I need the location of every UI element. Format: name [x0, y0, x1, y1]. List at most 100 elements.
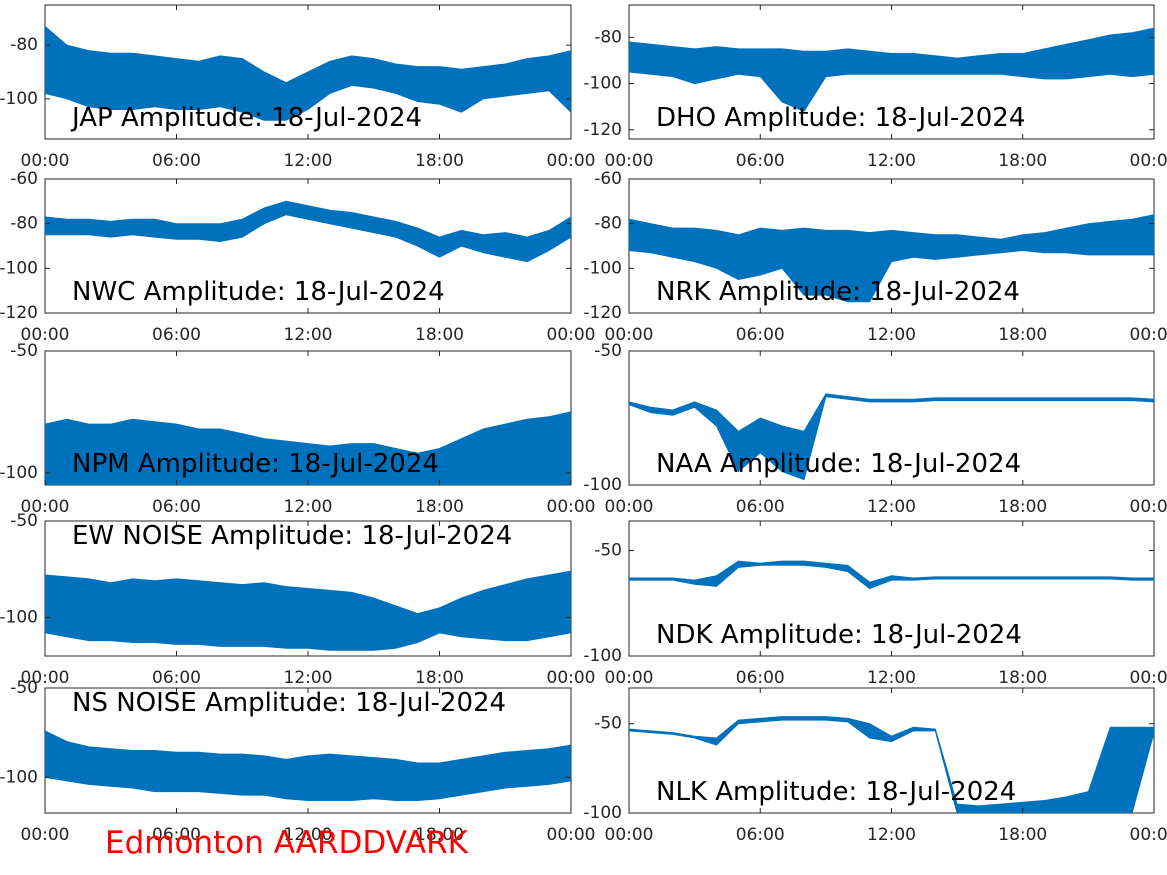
x-tick-label: 12:00: [284, 325, 333, 345]
x-tick-label: 18:00: [415, 825, 464, 845]
x-tick-label: 00:00: [21, 668, 70, 688]
x-tick-label: 06:00: [152, 325, 201, 345]
x-tick-label: 18:00: [998, 151, 1047, 171]
signal-band: [45, 200, 571, 263]
x-tick-label: 00:00: [21, 825, 70, 845]
x-tick-label: 00:00: [21, 151, 70, 171]
y-tick-label: -100: [0, 463, 38, 483]
y-tick-label: -100: [583, 475, 622, 495]
x-tick-label: 00:00: [547, 497, 596, 517]
x-tick-label: 06:00: [736, 151, 785, 171]
x-tick-label: 00:00: [547, 825, 596, 845]
subplot: 00:00 06:00 12:00 18:00 00:00 -100 -50 NS NOISE…: [0, 678, 596, 845]
y-tick-label: -100: [583, 74, 622, 94]
x-tick-label: 00:00: [605, 825, 654, 845]
x-tick-label: 00:00: [605, 668, 654, 688]
y-tick-label: -80: [594, 27, 622, 47]
x-tick-label: 18:00: [998, 325, 1047, 345]
x-tick-label: 06:00: [152, 497, 201, 517]
x-tick-label: 12:00: [867, 151, 916, 171]
x-tick-label: 12:00: [284, 825, 333, 845]
x-tick-label: 00:00: [605, 497, 654, 517]
x-tick-label: 06:00: [736, 325, 785, 345]
y-tick-label: -80: [594, 214, 622, 234]
x-tick-label: 12:00: [867, 825, 916, 845]
x-tick-label: 12:00: [867, 497, 916, 517]
x-tick-label: 12:00: [867, 325, 916, 345]
y-tick-label: -80: [10, 214, 38, 234]
y-tick-label: -100: [0, 89, 38, 109]
subplot-title: NWC Amplitude: 18-Jul-2024: [72, 277, 445, 307]
signal-band: [629, 27, 1154, 112]
x-tick-label: 18:00: [415, 668, 464, 688]
subplot-title: NDK Amplitude: 18-Jul-2024: [656, 620, 1022, 650]
x-tick-label: 00:00: [605, 151, 654, 171]
subplot: 00:00 06:00 12:00 18:00 00:00 -120 -100 -80 DHO …: [583, 4, 1167, 171]
x-tick-label: 06:00: [152, 151, 201, 171]
x-tick-label: 12:00: [284, 151, 333, 171]
y-tick-label: -100: [583, 258, 622, 278]
subplot: 00:00 06:00 12:00 18:00 00:00 -100 -80 JAP Ampl…: [0, 4, 596, 171]
x-tick-label: 00:00: [605, 325, 654, 345]
signal-band: [45, 411, 571, 485]
y-tick-label: -100: [583, 646, 622, 666]
x-tick-label: 18:00: [415, 325, 464, 345]
x-tick-label: 12:00: [867, 668, 916, 688]
x-tick-label: 18:00: [415, 151, 464, 171]
x-tick-label: 00:00: [21, 325, 70, 345]
subplot-title: NPM Amplitude: 18-Jul-2024: [72, 449, 439, 479]
x-tick-label: 00:00: [1130, 825, 1167, 845]
y-tick-label: -50: [594, 714, 622, 734]
y-tick-label: -120: [0, 303, 38, 323]
y-tick-label: -100: [583, 803, 622, 823]
y-tick-label: -80: [10, 35, 38, 55]
x-tick-label: 18:00: [998, 497, 1047, 517]
x-tick-label: 12:00: [284, 497, 333, 517]
axes-frame: [628, 687, 1155, 814]
x-tick-label: 06:00: [736, 825, 785, 845]
x-tick-label: 00:00: [1130, 497, 1167, 517]
signal-band: [629, 560, 1154, 590]
signal-band: [45, 730, 571, 801]
subplot-title: NS NOISE Amplitude: 18-Jul-2024: [72, 688, 506, 718]
y-tick-label: -100: [0, 607, 38, 627]
subplot-title: DHO Amplitude: 18-Jul-2024: [656, 103, 1025, 133]
subplot: 00:0006:0012:0018:0000:00-120-100-80-60N…: [583, 169, 1167, 345]
subplot: 00:00 06:00 12:00 18:00 00:00 -100 -50 NPM Ampl…: [0, 341, 596, 517]
subplot-title: NRK Amplitude: 18-Jul-2024: [656, 277, 1020, 307]
signal-band: [45, 25, 571, 121]
y-tick-label: -50: [594, 541, 622, 561]
x-tick-label: 06:00: [736, 668, 785, 688]
x-tick-label: 00:00: [547, 668, 596, 688]
y-tick-label: -50: [10, 341, 38, 361]
y-tick-label: -50: [10, 511, 38, 531]
signal-band: [629, 393, 1154, 481]
y-tick-label: -100: [0, 767, 38, 787]
x-tick-label: 18:00: [998, 668, 1047, 688]
y-tick-label: -60: [10, 169, 38, 189]
x-tick-label: 12:00: [284, 668, 333, 688]
y-tick-label: -50: [594, 341, 622, 361]
x-tick-label: 00:00: [1130, 151, 1167, 171]
axes-frame: [628, 520, 1155, 657]
y-tick-label: -60: [594, 169, 622, 189]
x-tick-label: 00:00: [21, 497, 70, 517]
y-tick-label: -120: [583, 303, 622, 323]
x-tick-label: 06:00: [736, 497, 785, 517]
y-tick-label: -50: [10, 678, 38, 698]
signal-band: [629, 214, 1154, 303]
y-tick-label: -120: [583, 120, 622, 140]
signal-band: [45, 570, 571, 651]
x-tick-label: 00:00: [547, 151, 596, 171]
x-tick-label: 06:00: [152, 825, 201, 845]
x-tick-label: 00:00: [1130, 325, 1167, 345]
x-tick-label: 06:00: [152, 668, 201, 688]
subplot-title: EW NOISE Amplitude: 18-Jul-2024: [72, 521, 512, 551]
footer: Edmonton AARDDVARK: [105, 825, 469, 861]
x-tick-label: 00:00: [1130, 668, 1167, 688]
subplot-title: NLK Amplitude: 18-Jul-2024: [656, 777, 1016, 807]
